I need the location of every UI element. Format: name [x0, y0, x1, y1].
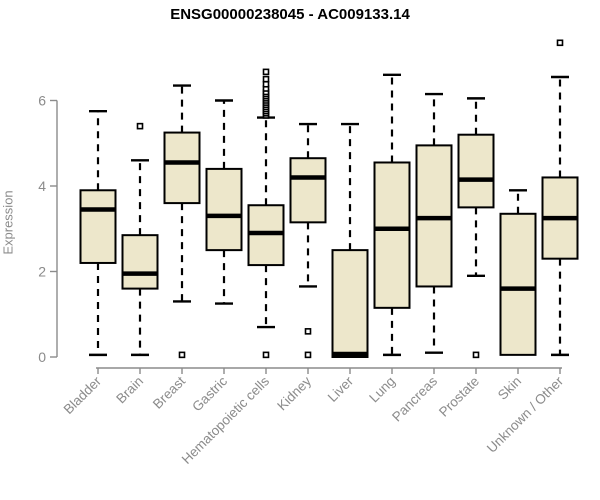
y-tick-label: 4 — [38, 178, 46, 194]
x-tick-label-brain: Brain — [113, 374, 146, 407]
box-liver — [331, 249, 369, 358]
box-brain — [121, 234, 159, 290]
x-tick-label-gastric: Gastric — [189, 373, 230, 414]
box-lung — [373, 161, 411, 309]
x-tick-label-bladder: Bladder — [61, 373, 105, 417]
x-tick-label-unknown-other: Unknown / Other — [484, 373, 567, 456]
box-kidney — [289, 157, 327, 224]
outlier-kidney — [304, 328, 312, 335]
outlier-hematopoietic-cells — [262, 80, 270, 88]
outlier-unknown-other — [556, 39, 564, 47]
outlier-hematopoietic-cells — [262, 351, 270, 359]
y-tick-label: 0 — [38, 349, 46, 365]
chart-title: ENSG00000238045 - AC009133.14 — [170, 6, 410, 23]
x-tick-label-breast: Breast — [150, 373, 188, 411]
x-tick-label-skin: Skin — [495, 374, 524, 403]
box-breast — [163, 131, 201, 205]
x-tick-label-kidney: Kidney — [274, 373, 314, 413]
x-tick-label-liver: Liver — [325, 373, 357, 405]
y-tick-label: 2 — [38, 264, 46, 280]
y-tick-label: 6 — [38, 93, 46, 109]
y-axis-title: Expression — [0, 190, 16, 255]
box-bladder — [79, 189, 117, 264]
outlier-kidney — [304, 351, 312, 359]
box-skin — [499, 212, 537, 356]
x-tick-label-lung: Lung — [366, 374, 398, 406]
outlier-brain — [136, 122, 144, 130]
x-tick-label-prostate: Prostate — [436, 374, 482, 420]
outlier-breast — [178, 351, 186, 359]
x-tick-label-pancreas: Pancreas — [389, 373, 440, 424]
box-prostate — [457, 133, 495, 209]
outlier-hematopoietic-cells — [262, 75, 270, 83]
outlier-prostate — [472, 351, 480, 359]
box-gastric — [205, 167, 243, 252]
outlier-hematopoietic-cells — [262, 68, 270, 76]
